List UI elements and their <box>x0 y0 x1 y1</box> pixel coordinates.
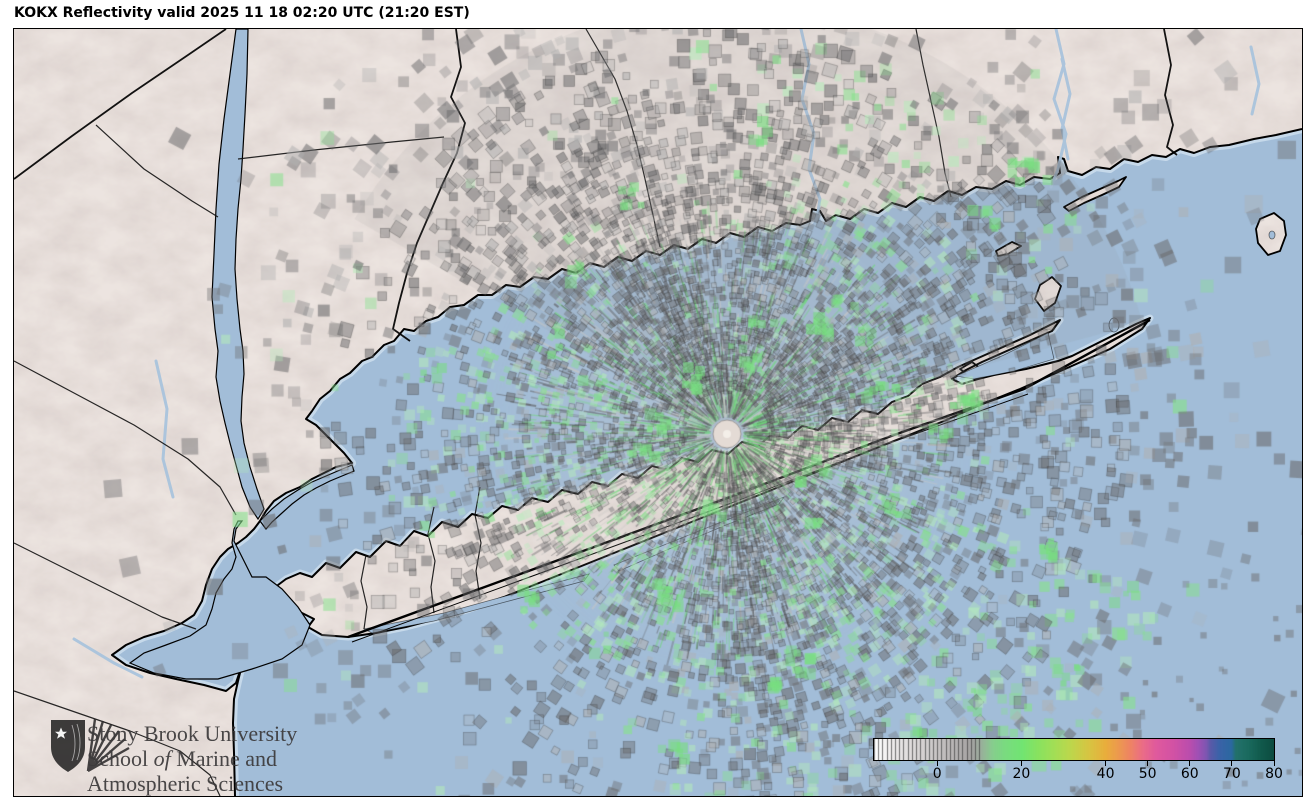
map-area: Stony Brook University School of Marine … <box>13 28 1303 797</box>
colorbar-tick-label: 70 <box>1222 766 1241 782</box>
colorbar-tick-mark <box>1105 761 1107 766</box>
colorbar-gradient <box>873 738 1275 761</box>
stonybrook-shield-icon <box>51 718 130 773</box>
stonybrook-logo: Stony Brook University School of Marine … <box>44 713 344 796</box>
colorbar-tick-mark <box>936 761 938 766</box>
colorbar-tick-mark <box>1273 761 1275 766</box>
colorbar: 0 20 40 50 60 70 80 <box>873 738 1283 788</box>
logo-line2: School of Marine and <box>87 746 278 771</box>
colorbar-tick-mark <box>1189 761 1191 766</box>
colorbar-tick-mark <box>1147 761 1149 766</box>
stonybrook-logo-text: Stony Brook University School of Marine … <box>87 721 297 796</box>
colorbar-tick-label: 50 <box>1138 766 1157 782</box>
logo-line3: Atmospheric Sciences <box>87 771 284 796</box>
figure-title: KOKX Reflectivity valid 2025 11 18 02:20… <box>14 5 470 21</box>
colorbar-tick-mark <box>1020 761 1022 766</box>
colorbar-tick-label: 80 <box>1265 766 1283 782</box>
colorbar-tick-mark <box>1231 761 1233 766</box>
logo-line1: Stony Brook University <box>87 721 298 746</box>
radar-echo-layer <box>14 29 1302 796</box>
colorbar-tick-label: 40 <box>1096 766 1115 782</box>
colorbar-tick-label: 0 <box>932 766 942 782</box>
colorbar-tick-label: 20 <box>1012 766 1031 782</box>
colorbar-tick-label: 60 <box>1180 766 1199 782</box>
